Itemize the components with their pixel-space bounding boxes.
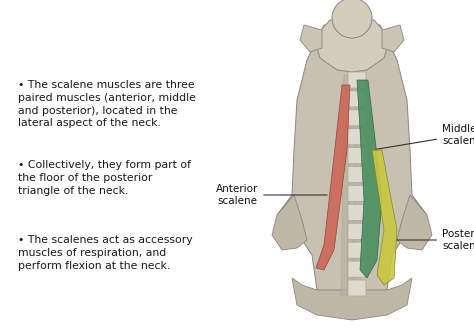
FancyBboxPatch shape — [348, 129, 366, 145]
Polygon shape — [314, 20, 390, 72]
FancyBboxPatch shape — [348, 110, 366, 126]
FancyBboxPatch shape — [348, 242, 366, 258]
FancyBboxPatch shape — [348, 204, 366, 220]
FancyBboxPatch shape — [348, 223, 366, 239]
Text: Anterior
scalene: Anterior scalene — [216, 184, 327, 206]
FancyBboxPatch shape — [348, 186, 366, 201]
FancyBboxPatch shape — [348, 91, 366, 107]
FancyBboxPatch shape — [348, 280, 366, 296]
Polygon shape — [272, 195, 307, 250]
Polygon shape — [341, 75, 351, 295]
Text: • The scalene muscles are three
paired muscles (anterior, middle
and posterior),: • The scalene muscles are three paired m… — [18, 80, 196, 128]
Circle shape — [332, 0, 372, 38]
Polygon shape — [357, 80, 382, 278]
Polygon shape — [397, 195, 432, 250]
FancyBboxPatch shape — [348, 148, 366, 163]
Polygon shape — [316, 85, 350, 270]
Polygon shape — [347, 75, 357, 295]
Text: Middle
scalene: Middle scalene — [375, 124, 474, 149]
Polygon shape — [300, 25, 322, 52]
Polygon shape — [292, 278, 412, 320]
FancyBboxPatch shape — [348, 261, 366, 277]
Text: • The scalenes act as accessory
muscles of respiration, and
perform flexion at t: • The scalenes act as accessory muscles … — [18, 235, 192, 271]
Polygon shape — [382, 25, 404, 52]
Text: Posterior
scalene: Posterior scalene — [395, 229, 474, 251]
FancyBboxPatch shape — [348, 166, 366, 183]
Polygon shape — [353, 75, 363, 295]
Polygon shape — [277, 25, 427, 315]
Polygon shape — [372, 150, 397, 285]
FancyBboxPatch shape — [348, 72, 366, 88]
Text: • Collectively, they form part of
the floor of the posterior
triangle of the nec: • Collectively, they form part of the fl… — [18, 160, 191, 196]
